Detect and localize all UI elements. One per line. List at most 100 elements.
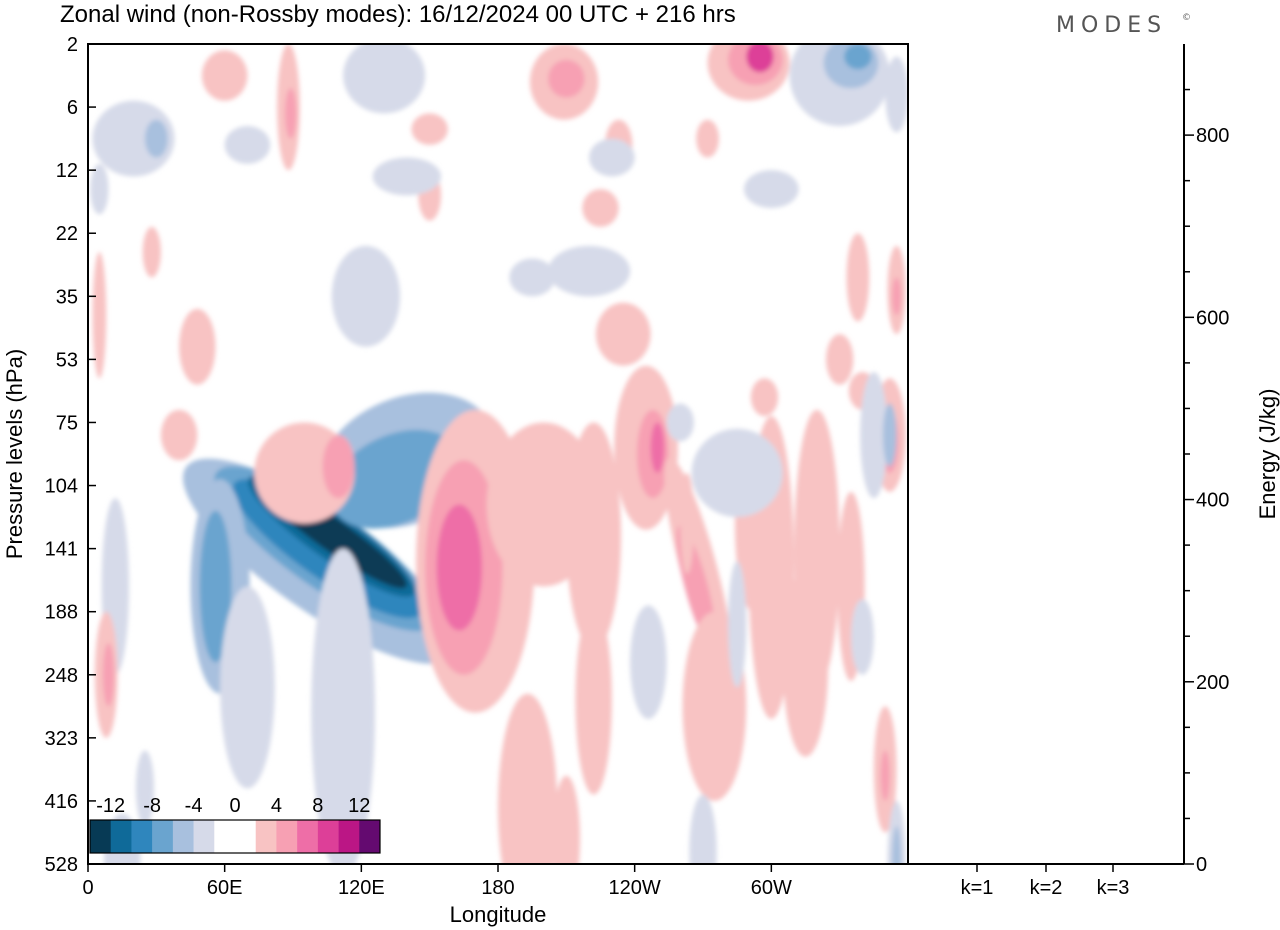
contour-region bbox=[135, 750, 155, 827]
contour-region bbox=[892, 826, 902, 864]
contour-region bbox=[826, 334, 854, 385]
contour-region bbox=[696, 119, 719, 158]
energy-axis: 0 200 400 600 800 bbox=[1184, 88, 1229, 876]
contour-region bbox=[411, 113, 448, 145]
contour-region bbox=[331, 245, 401, 347]
contour-region bbox=[102, 643, 115, 707]
colorbar-label: -4 bbox=[185, 795, 203, 817]
longitude-axis: 0 60E 120E 180 120W 60W bbox=[82, 864, 792, 899]
contour-region bbox=[650, 422, 665, 473]
contour-region bbox=[851, 599, 874, 675]
contour-region bbox=[142, 226, 161, 278]
contour-region bbox=[689, 794, 717, 864]
energy-category-label: k=1 bbox=[961, 877, 994, 899]
contour-region bbox=[666, 403, 694, 442]
contour-region bbox=[880, 750, 890, 801]
colorbar-label: 8 bbox=[312, 795, 323, 817]
contour-region bbox=[630, 605, 667, 719]
energy-bar bbox=[955, 863, 999, 865]
contour-region bbox=[860, 372, 888, 499]
energy-axis-label: Energy (J/kg) bbox=[1255, 389, 1280, 520]
contour-region bbox=[92, 252, 107, 379]
y-tick-label: 528 bbox=[45, 854, 78, 876]
contour-region bbox=[92, 100, 175, 177]
colorbar-label: -8 bbox=[143, 795, 161, 817]
colorbar-swatch bbox=[214, 820, 236, 853]
modes-logo: MODES bbox=[1056, 13, 1167, 38]
colorbar-swatch bbox=[90, 820, 112, 853]
contour-region bbox=[322, 435, 355, 499]
y-tick-label: 53 bbox=[56, 349, 78, 371]
contour-region bbox=[311, 548, 375, 864]
contour-region bbox=[436, 504, 483, 631]
contour-region bbox=[582, 189, 619, 227]
colorbar-swatch bbox=[235, 820, 257, 853]
contour-region bbox=[892, 277, 902, 316]
contour-region bbox=[552, 775, 580, 864]
colorbar-swatch bbox=[317, 820, 339, 853]
colorbar-label: -12 bbox=[96, 795, 125, 817]
contour-region bbox=[372, 157, 442, 196]
y-tick-label: 141 bbox=[45, 539, 78, 561]
colorbar-swatch bbox=[255, 820, 277, 853]
contour-region bbox=[746, 44, 774, 73]
contour-region bbox=[728, 561, 747, 688]
x-tick-label: 60W bbox=[751, 877, 792, 899]
x-tick-label: 180 bbox=[481, 877, 514, 899]
contour-region bbox=[750, 378, 779, 417]
contour-region bbox=[691, 428, 783, 518]
contour-region bbox=[498, 693, 558, 864]
energy-tick-label: 400 bbox=[1196, 490, 1229, 512]
energy-tick-label: 800 bbox=[1196, 125, 1229, 147]
x-axis-label: Longitude bbox=[450, 902, 547, 927]
y-tick-label: 416 bbox=[45, 791, 78, 813]
colorbar-swatch bbox=[131, 820, 153, 853]
y-tick-label: 75 bbox=[56, 412, 78, 434]
colorbar-swatch bbox=[338, 820, 360, 853]
contour-region bbox=[160, 409, 198, 461]
contour-field bbox=[88, 44, 908, 864]
contour-region bbox=[343, 44, 426, 114]
contour-region bbox=[285, 88, 297, 139]
energy-category-label: k=2 bbox=[1030, 877, 1063, 899]
contour-region bbox=[548, 59, 585, 98]
colorbar-frame bbox=[89, 819, 381, 854]
energy-tick-label: 0 bbox=[1196, 854, 1207, 876]
contour-region bbox=[744, 170, 799, 208]
contour-region bbox=[509, 258, 555, 297]
colorbar-label: 4 bbox=[271, 795, 282, 817]
y-tick-label: 12 bbox=[56, 160, 78, 182]
contour-region bbox=[220, 586, 275, 789]
y-tick-label: 104 bbox=[45, 476, 78, 498]
colorbar-swatch bbox=[276, 820, 298, 853]
colorbar-swatch bbox=[297, 820, 319, 853]
contour-region bbox=[199, 510, 232, 663]
colorbar-label: 0 bbox=[229, 795, 240, 817]
contour-region bbox=[782, 567, 829, 757]
y-tick-label: 188 bbox=[45, 602, 78, 624]
contour-region bbox=[844, 44, 872, 70]
y-tick-label: 2 bbox=[67, 34, 78, 56]
chart-title: Zonal wind (non-Rossby modes): 16/12/202… bbox=[60, 1, 736, 28]
x-tick-label: 60E bbox=[207, 877, 243, 899]
pressure-axis: 2 6 12 22 35 53 75 104 141 188 248 323 416 528 bbox=[45, 34, 96, 876]
contour-region bbox=[179, 308, 216, 385]
colorbar-swatch bbox=[110, 820, 132, 853]
contour-region bbox=[589, 138, 635, 177]
colorbar-swatch bbox=[193, 820, 215, 853]
contour-region bbox=[224, 126, 271, 164]
contour-region bbox=[548, 245, 631, 297]
contour-region bbox=[846, 233, 870, 322]
contour-region bbox=[595, 302, 651, 366]
x-tick-label: 0 bbox=[82, 877, 93, 899]
energy-category-label: k=3 bbox=[1097, 877, 1130, 899]
contour-region bbox=[885, 56, 908, 133]
y-tick-label: 248 bbox=[45, 665, 78, 687]
contour-region bbox=[882, 403, 897, 467]
logo-mark: © bbox=[1182, 13, 1191, 23]
colorbar-label: 12 bbox=[348, 795, 370, 817]
y-tick-label: 6 bbox=[67, 97, 78, 119]
x-tick-label: 120E bbox=[338, 877, 385, 899]
y-tick-label: 35 bbox=[56, 286, 78, 308]
